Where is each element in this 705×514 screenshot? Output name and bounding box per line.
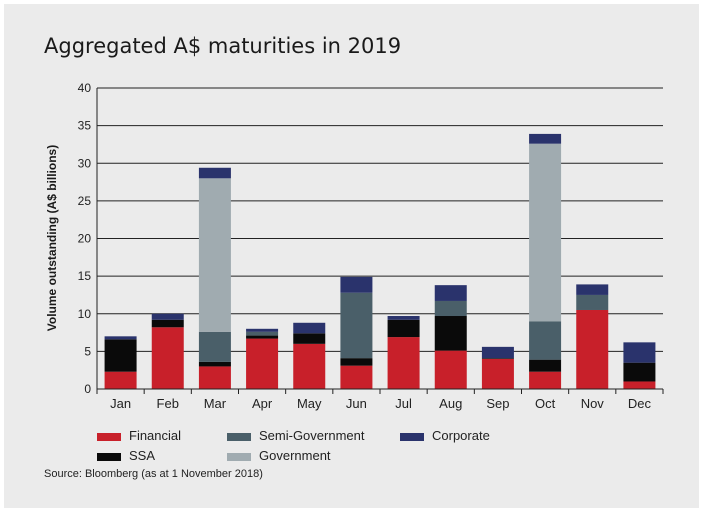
bar-segment-corporate: [293, 322, 326, 334]
legend-swatch-government: [227, 453, 251, 461]
bar-segment-corporate: [623, 342, 656, 363]
x-tick-label: Jul: [395, 396, 412, 411]
bar-segment-financial: [434, 350, 467, 389]
bar-segment-corporate: [340, 276, 373, 293]
bar-segment-financial: [104, 371, 137, 389]
x-tick-label: Sep: [486, 396, 509, 411]
bar-segment-corporate: [481, 346, 514, 359]
legend-swatch-financial: [97, 433, 121, 441]
bar-segment-financial: [340, 365, 373, 389]
bar-segment-ssa: [151, 319, 184, 328]
bar-segment-ssa: [293, 333, 326, 344]
bar-segment-financial: [198, 366, 231, 389]
bar-segment-corporate: [576, 284, 609, 295]
bar-segment-financial: [481, 358, 514, 389]
bar-segment-corporate: [198, 167, 231, 179]
bar-segment-corporate: [434, 285, 467, 301]
x-tick-label: Mar: [204, 396, 227, 411]
y-tick-label: 10: [78, 307, 92, 321]
bar-segment-financial: [293, 343, 326, 389]
bar-segment-corporate: [246, 328, 279, 332]
y-tick-label: 35: [78, 119, 92, 133]
legend-label: Corporate: [432, 428, 490, 443]
bar-segment-financial: [529, 371, 562, 389]
y-tick-label: 0: [84, 382, 91, 396]
bar-segment-ssa: [340, 358, 373, 366]
bar-segment-ssa: [246, 335, 279, 339]
bar-segment-government: [198, 178, 231, 332]
x-tick-label: Jan: [110, 396, 131, 411]
bar-segment-ssa: [387, 319, 420, 338]
x-tick-label: Apr: [252, 396, 273, 411]
bar-segment-ssa: [198, 361, 231, 367]
bar-segment-semi-government: [529, 321, 562, 360]
y-tick-label: 25: [78, 194, 92, 208]
legend-swatch-ssa: [97, 453, 121, 461]
x-tick-label: Nov: [581, 396, 605, 411]
legend-label: Semi-Government: [259, 428, 365, 443]
bar-segment-corporate: [529, 133, 562, 144]
bar-segment-semi-government: [434, 300, 467, 317]
legend-swatch-semi-government: [227, 433, 251, 441]
bar-segment-ssa: [434, 316, 467, 351]
legend-swatch-corporate: [400, 433, 424, 441]
y-tick-label: 20: [78, 232, 92, 246]
x-tick-label: Dec: [628, 396, 652, 411]
bar-segment-semi-government: [576, 294, 609, 310]
bar-segment-ssa: [481, 358, 514, 359]
x-tick-label: Oct: [535, 396, 556, 411]
legend-label: Government: [259, 448, 331, 463]
bar-segment-corporate: [104, 336, 137, 340]
y-tick-label: 30: [78, 156, 92, 170]
x-tick-label: Aug: [439, 396, 462, 411]
x-tick-label: May: [297, 396, 322, 411]
x-tick-label: Feb: [157, 396, 179, 411]
bar-segment-financial: [151, 327, 184, 389]
bar-segment-semi-government: [198, 331, 231, 362]
bar-segment-semi-government: [246, 331, 279, 336]
y-tick-label: 5: [84, 344, 91, 358]
legend-label: SSA: [129, 448, 156, 463]
x-tick-label: Jun: [346, 396, 367, 411]
bar-segment-government: [529, 143, 562, 322]
y-tick-label: 15: [78, 269, 92, 283]
bar-segment-semi-government: [340, 292, 373, 359]
bar-segment-ssa: [104, 339, 137, 372]
bar-segment-financial: [576, 309, 609, 389]
bar-segment-corporate: [151, 313, 184, 320]
bar-segment-corporate: [387, 316, 420, 320]
bar-segment-financial: [623, 381, 656, 389]
axes: 0 5 10 15 20 25 30 35 40 Jan Feb Mar Apr May Jun Jul Aug…: [78, 81, 664, 411]
gridlines: [97, 87, 663, 390]
bar-segment-ssa: [529, 359, 562, 372]
legend-label: Financial: [129, 428, 182, 443]
chart-title: Aggregated A$ maturities in 2019: [44, 34, 402, 58]
y-axis-label: Volume outstanding (A$ billions): [45, 145, 59, 331]
bar-segment-ssa: [623, 362, 656, 382]
y-tick-label: 40: [78, 81, 92, 95]
source-note: Source: Bloomberg (as at 1 November 2018…: [44, 468, 263, 480]
bar-segment-financial: [387, 337, 420, 389]
bar-segment-financial: [246, 338, 279, 389]
bars: [104, 133, 656, 389]
